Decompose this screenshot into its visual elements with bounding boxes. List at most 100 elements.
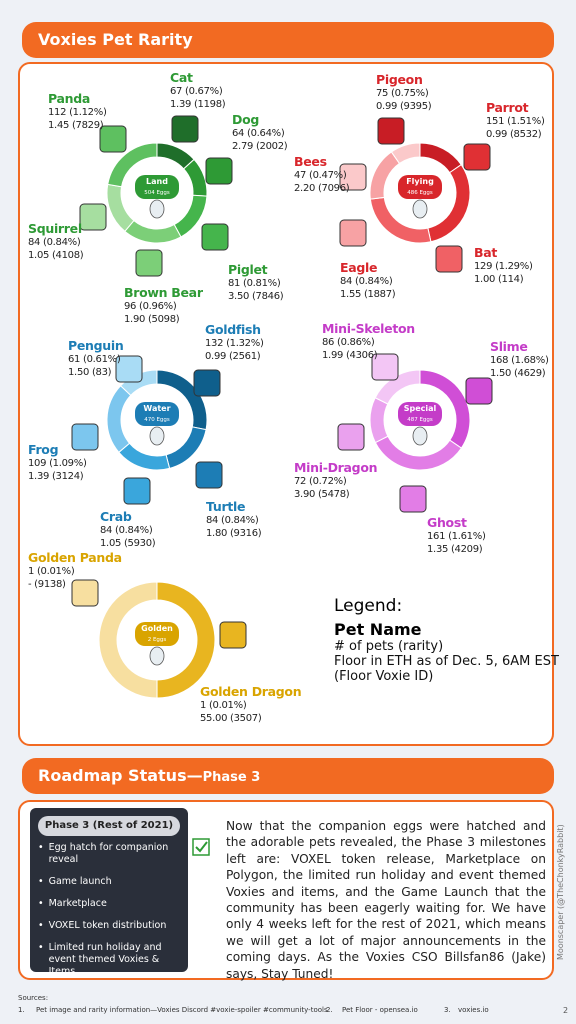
source-num: 3. (444, 1006, 451, 1014)
pet-stats: 96 (0.96%) (124, 300, 203, 313)
pet-count: 151 (486, 116, 505, 127)
pet-icon (99, 125, 127, 153)
pet-count: 67 (170, 86, 183, 97)
pet-count: 84 (28, 237, 41, 248)
source-text: Pet image and rarity information—Voxies … (36, 1006, 328, 1014)
roadmap-text: Now that the companion eggs were hatched… (226, 819, 546, 981)
pet-label: Squirrel 84 (0.84%) 1.05 (4108) (28, 221, 84, 262)
pet-name: Mini-Dragon (294, 460, 378, 475)
pet-floor: 2.20 (7096) (294, 183, 350, 194)
pet-label: Piglet 81 (0.81%) 3.50 (7846) (228, 262, 284, 303)
group-eggs: 487 Eggs (407, 417, 433, 423)
pet-icon (193, 369, 221, 397)
pet-floor: 3.90 (5478) (294, 489, 350, 500)
card-items: • Egg hatch for companion reveal • Game lau… (30, 842, 188, 978)
pet-floor: 1.45 (7829) (48, 120, 104, 131)
pet-floor: 1.39 (1198) (170, 99, 226, 110)
pet-label: Bees 47 (0.47%) 2.20 (7096) (294, 154, 350, 195)
pet-name: Mini-Skeleton (322, 321, 415, 336)
pet-share: (1.68%) (511, 355, 549, 366)
pet-stats: 132 (1.32%) (205, 337, 264, 350)
pet-floor: - (9138) (28, 579, 66, 590)
pet-stats: 84 (0.84%) (206, 514, 261, 527)
pet-label: Frog 109 (1.09%) 1.39 (3124) (28, 442, 87, 483)
pet-stats: 1 (0.01%) (200, 699, 301, 712)
group-label: Golden (141, 624, 173, 633)
pet-label: Eagle 84 (0.84%) 1.55 (1887) (340, 260, 396, 301)
pet-name: Crab (100, 509, 132, 524)
item-text: Marketplace (48, 898, 107, 909)
pet-stats: 109 (1.09%) (28, 457, 87, 470)
pet-share: (0.84%) (221, 515, 259, 526)
pet-stats: 112 (1.12%) (48, 106, 107, 119)
pet-icon (435, 245, 463, 273)
pet-name: Slime (490, 339, 528, 354)
pet-floor: 2.79 (2002) (232, 141, 288, 152)
pet-label: Golden Panda 1 (0.01%) - (9138) (28, 550, 122, 591)
pet-name: Panda (48, 91, 91, 106)
group-eggs: 486 Eggs (407, 190, 433, 196)
card-item: • VOXEL token distribution (38, 920, 178, 932)
item-text: Egg hatch for companion reveal (48, 842, 169, 865)
pet-count: 61 (68, 354, 81, 365)
legend: Legend: Pet Name # of pets (rarity) Floo… (334, 596, 559, 684)
pet-share: (0.72%) (309, 476, 347, 487)
center-pill (398, 175, 442, 199)
pet-label: Cat 67 (0.67%) 1.39 (1198) (170, 70, 226, 111)
pet-share: (0.75%) (391, 88, 429, 99)
egg-icon (412, 426, 428, 446)
pet-count: 1 (200, 700, 207, 711)
bullet: • (38, 942, 44, 953)
card-item: • Limited run holiday and event themed Vo… (38, 942, 178, 978)
pet-name: Brown Bear (124, 285, 203, 300)
pet-count: 86 (322, 337, 335, 348)
pet-stats: 64 (0.64%) (232, 127, 287, 140)
donut-segment (107, 142, 158, 188)
pet-name: Goldfish (205, 322, 261, 337)
source-text: voxies.io (458, 1006, 489, 1014)
pet-share: (1.12%) (69, 107, 107, 118)
source-text: Pet Floor - opensea.io (342, 1006, 418, 1014)
pet-share: (0.84%) (43, 237, 81, 248)
donut-segment (369, 397, 389, 444)
pet-count: 161 (427, 531, 446, 542)
pet-floor: 1.00 (114) (474, 274, 524, 285)
pet-share: (0.96%) (139, 301, 177, 312)
pet-count: 64 (232, 128, 245, 139)
pet-stats: 84 (0.84%) (28, 236, 83, 249)
egg-icon (149, 646, 165, 666)
pet-share: (0.61%) (83, 354, 121, 365)
pet-icon (115, 355, 143, 383)
roadmap-phase: Phase 3 (202, 770, 261, 785)
pet-stats: 151 (1.51%) (486, 115, 545, 128)
pet-share: (0.81%) (243, 278, 281, 289)
bullet: • (38, 898, 44, 909)
pet-label: Penguin 61 (0.61%) 1.50 (83) (68, 338, 124, 379)
pet-name: Parrot (486, 100, 529, 115)
pet-label: Dog 64 (0.64%) 2.79 (2002) (232, 112, 288, 153)
pet-floor: 1.99 (4306) (322, 350, 378, 361)
pet-share: (1.61%) (448, 531, 486, 542)
pet-stats: 84 (0.84%) (100, 524, 155, 537)
pet-floor: 1.39 (3124) (28, 471, 84, 482)
pet-name: Squirrel (28, 221, 82, 236)
donut-segment (156, 581, 216, 699)
pet-stats: 1 (0.01%) (28, 565, 122, 578)
pet-label: Panda 112 (1.12%) 1.45 (7829) (48, 91, 107, 132)
pet-floor: 0.99 (2561) (205, 351, 261, 362)
group-eggs: 504 Eggs (144, 190, 170, 196)
legend-line: # of pets (rarity) (334, 639, 444, 654)
source-num: 2. (326, 1006, 333, 1014)
pet-stats: 129 (1.29%) (474, 260, 533, 273)
pet-label: Pigeon 75 (0.75%) 0.99 (9395) (376, 72, 432, 113)
pet-floor: 1.50 (83) (68, 367, 112, 378)
pet-count: 1 (28, 566, 35, 577)
pet-name: Bees (294, 154, 327, 169)
roadmap-title: Roadmap Status— (38, 766, 203, 785)
pet-count: 84 (100, 525, 113, 536)
center-pill (398, 402, 442, 426)
bullet: • (38, 842, 44, 853)
pet-stats: 81 (0.81%) (228, 277, 283, 290)
pet-name: Dog (232, 112, 260, 127)
